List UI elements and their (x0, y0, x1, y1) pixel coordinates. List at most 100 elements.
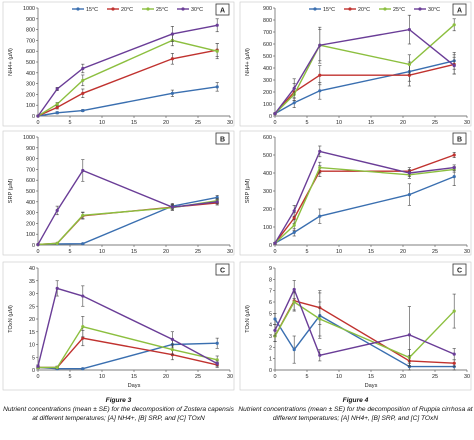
y-tick-label: 400 (263, 66, 272, 72)
data-point (55, 241, 59, 245)
series-20c (273, 54, 456, 116)
data-point (407, 62, 411, 66)
y-axis-label: TOxN (µM) (245, 305, 251, 333)
series-20c (36, 200, 219, 247)
figure-3-title: Figure 3 (105, 397, 132, 404)
data-point (215, 23, 219, 27)
x-tick-label: 20 (400, 374, 406, 380)
y-tick-label: 100 (26, 103, 35, 109)
x-tick-label: 15 (368, 120, 374, 126)
y-tick-label: 900 (26, 146, 35, 152)
series-25c (36, 316, 219, 370)
data-point (292, 223, 296, 227)
data-point (81, 294, 85, 298)
series-30c (273, 14, 456, 116)
panel-letter-box (452, 263, 467, 276)
data-point (273, 328, 277, 332)
y-tick-label: 700 (263, 30, 272, 36)
y-tick-label: 300 (26, 211, 35, 217)
data-point (452, 153, 456, 157)
figure-4-title: Figure 4 (342, 397, 369, 404)
chart-3b: 0 100 200 300 400 500 600 700 800 900 1000 0 5 10 15 20… (2, 130, 235, 256)
series-line (274, 314, 455, 368)
y-tick-label: 700 (26, 38, 35, 44)
data-point (81, 91, 85, 95)
data-point (407, 193, 411, 197)
y-tick-label: 40 (29, 266, 35, 272)
x-tick-label: 0 (37, 120, 40, 126)
y-tick-label: 0 (269, 368, 272, 374)
y-tick-label: 600 (26, 178, 35, 184)
data-point (318, 149, 322, 153)
y-tick-label: 100 (263, 225, 272, 231)
data-point (215, 49, 219, 53)
legend-entry-label: 20°C (358, 7, 370, 13)
data-point (318, 43, 322, 47)
series-line (38, 337, 218, 369)
series-25c (273, 161, 456, 245)
data-point (318, 73, 322, 77)
y-tick-label: 9 (269, 266, 272, 272)
data-point (81, 66, 85, 71)
x-tick-label: 20 (400, 120, 406, 126)
y-tick-label: 2 (269, 345, 272, 351)
panel-frame (239, 1, 472, 127)
data-point (81, 109, 85, 113)
legend: 15°C 20°C 25°C 30°C (309, 7, 440, 13)
x-tick-label: 5 (306, 249, 309, 255)
y-tick-label: 300 (26, 82, 35, 88)
y-tick-label: 600 (26, 49, 35, 55)
series-30c (36, 159, 219, 247)
y-tick-label: 500 (263, 153, 272, 159)
data-point (452, 361, 456, 365)
data-point (81, 168, 85, 173)
y-tick-label: 800 (26, 157, 35, 163)
legend-swatch-marker (181, 7, 185, 11)
data-point (36, 114, 40, 118)
x-tick-label: 20 (163, 120, 169, 126)
data-point (81, 336, 85, 340)
x-tick-label: 0 (274, 120, 277, 126)
x-tick-label: 0 (274, 374, 277, 380)
series-15c (36, 195, 219, 247)
panel-frame (2, 1, 235, 127)
figure-4-description: Nutrient concentrations (mean ± SE) for … (238, 406, 473, 423)
legend-swatch-marker (76, 7, 80, 11)
y-tick-label: 200 (26, 221, 35, 227)
y-tick-label: 400 (26, 200, 35, 206)
x-tick-label: 25 (195, 249, 201, 255)
panel-frame (2, 261, 235, 391)
y-tick-label: 700 (26, 167, 35, 173)
data-point (81, 78, 85, 82)
data-point (170, 205, 174, 209)
data-point (55, 365, 59, 370)
data-point (292, 230, 296, 234)
y-tick-label: 0 (269, 243, 272, 249)
y-tick-label: 300 (263, 78, 272, 84)
data-point (215, 85, 219, 89)
y-tick-label: 0 (269, 114, 272, 120)
legend-swatch-marker (418, 7, 422, 11)
x-tick-label: 15 (368, 374, 374, 380)
x-tick-label: 10 (336, 249, 342, 255)
y-tick-label: 20 (29, 317, 35, 323)
y-tick-label: 900 (26, 17, 35, 23)
data-point (318, 353, 322, 357)
x-tick-label: 15 (131, 120, 137, 126)
legend-swatch-marker (313, 7, 317, 11)
chart-4a: 0 100 200 300 400 500 600 700 800 900 0 5 10 15 20 25 30… (239, 1, 472, 127)
y-tick-label: 200 (26, 92, 35, 98)
data-point (81, 325, 85, 329)
x-tick-label: 5 (69, 374, 72, 380)
panel-letter: C (457, 267, 462, 274)
figure-3-caption: Figure 3 Nutrient concentrations (mean ±… (0, 396, 237, 424)
y-tick-label: 30 (29, 292, 35, 298)
x-tick-label: 5 (69, 120, 72, 126)
x-tick-label: 30 (464, 374, 470, 380)
series-line (274, 24, 455, 115)
legend-swatch-marker (348, 7, 352, 11)
y-tick-label: 1 (269, 357, 272, 363)
data-point (273, 112, 277, 116)
panel-letter: A (220, 7, 225, 14)
panel-letter: A (457, 7, 462, 14)
